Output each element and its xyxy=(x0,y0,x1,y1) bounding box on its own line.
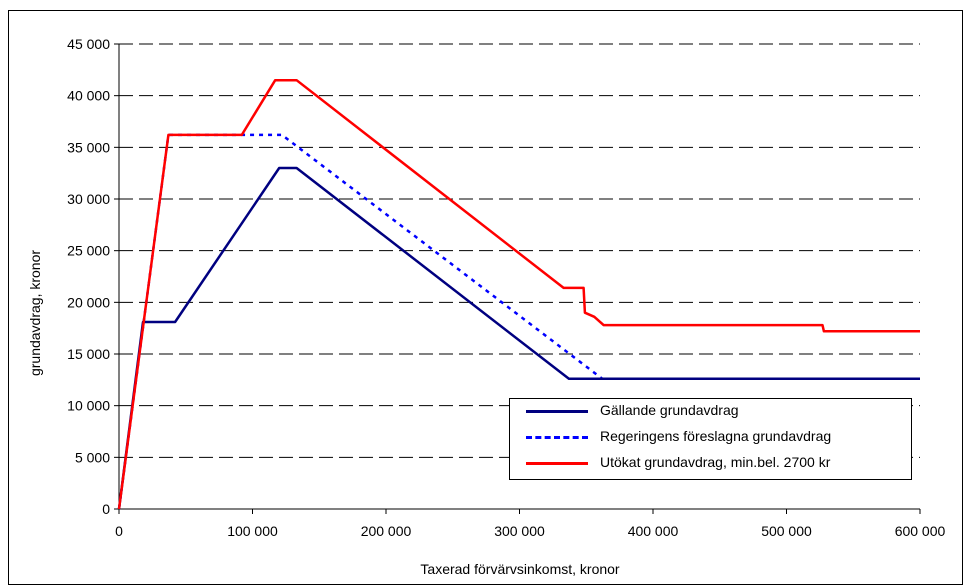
y-tick-labels: 0 5 000 10 000 15 000 20 000 25 000 30 000 35 0… xyxy=(67,36,110,517)
legend-item: Regeringens föreslagna grundavdrag xyxy=(520,425,910,449)
legend: Gällande grundavdrag Regeringens föresla… xyxy=(509,398,912,480)
x-tick-label: 100 000 xyxy=(227,523,278,539)
y-tick-label: 20 000 xyxy=(67,294,110,310)
gridlines xyxy=(119,43,920,458)
x-tick-label: 300 000 xyxy=(494,523,545,539)
series-lines xyxy=(117,78,920,510)
legend-label: Gällande grundavdrag xyxy=(600,402,739,418)
axes xyxy=(114,43,921,514)
x-axis-label: Taxerad förvärvsinkomst, kronor xyxy=(420,561,620,577)
x-tick-label: 200 000 xyxy=(361,523,412,539)
y-tick-label: 45 000 xyxy=(67,36,110,52)
legend-label: Regeringens föreslagna grundavdrag xyxy=(600,428,832,444)
x-tick-label: 0 xyxy=(115,523,123,539)
legend-item: Utökat grundavdrag, min.bel. 2700 kr xyxy=(520,451,910,475)
legend-swatch-gallande xyxy=(526,410,588,413)
legend-swatch-utokat xyxy=(526,462,588,465)
y-tick-label: 0 xyxy=(102,501,110,517)
chart-frame xyxy=(8,10,963,585)
series-line-2 xyxy=(117,78,920,510)
legend-label: Utökat grundavdrag, min.bel. 2700 kr xyxy=(600,454,831,470)
legend-swatch-regeringens xyxy=(526,436,588,439)
y-tick-label: 5 000 xyxy=(75,449,110,465)
y-axis-label: grundavdrag, kronor xyxy=(27,250,43,376)
legend-item: Gällande grundavdrag xyxy=(520,399,910,423)
y-tick-label: 40 000 xyxy=(67,88,110,104)
x-tick-label: 400 000 xyxy=(628,523,679,539)
y-tick-label: 35 000 xyxy=(67,139,110,155)
y-tick-label: 30 000 xyxy=(67,191,110,207)
x-tick-label: 500 000 xyxy=(761,523,812,539)
y-tick-label: 10 000 xyxy=(67,398,110,414)
x-tick-label: 600 000 xyxy=(895,523,946,539)
y-tick-label: 15 000 xyxy=(67,346,110,362)
x-tick-labels: 0 100 000 200 000 300 000 400 000 500 000 600 … xyxy=(115,523,945,539)
y-tick-label: 25 000 xyxy=(67,243,110,259)
